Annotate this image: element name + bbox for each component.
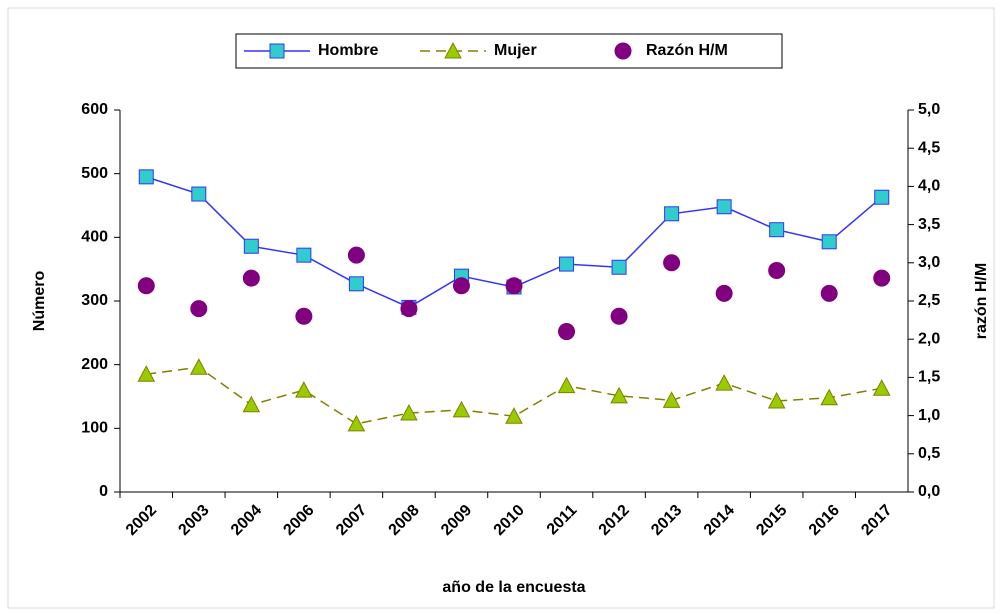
point [611,259,627,275]
point [452,400,471,418]
y2-tick-label: 2,5 [918,292,940,309]
point [191,186,207,202]
x-tick-label: 2016 [806,502,843,539]
point [243,238,259,254]
point [505,407,523,424]
point [610,307,628,325]
y-tick-label: 600 [81,101,108,118]
x-tick-label: 2006 [280,502,317,539]
x-tick-label: 2014 [701,502,738,539]
point [767,391,786,409]
frame [7,7,995,609]
x-tick-label: 2002 [123,502,160,539]
y2-tick-label: 2,0 [918,330,940,347]
point [189,358,208,375]
point [663,254,681,272]
point [662,391,681,408]
point [137,365,156,382]
legend-label: Mujer [494,42,537,59]
legend-label: Hombre [318,42,379,59]
legend-marker [444,41,462,59]
x-tick-label: 2003 [175,502,212,539]
point [452,277,470,295]
y-tick-label: 400 [81,229,108,246]
point [347,246,365,264]
x-tick-label: 2004 [228,502,265,539]
y-tick-label: 0 [99,483,108,500]
y2-tick-label: 0,0 [918,483,940,500]
y-tick-label: 200 [81,356,108,373]
y2-tick-label: 4,5 [918,139,940,156]
y2-tick-label: 3,5 [918,216,940,233]
x-axis-label: año de la encuesta [442,579,585,596]
x-tick-label: 2015 [753,502,790,539]
point [820,284,838,302]
point [715,374,733,391]
x-tick-label: 2009 [438,502,475,539]
legend-marker [614,42,632,60]
x-tick-label: 2007 [333,502,370,539]
point [610,386,628,404]
point [716,199,732,215]
point [400,403,418,421]
point [296,247,312,263]
y2-tick-label: 5,0 [918,101,940,118]
point [559,256,575,272]
point [821,234,837,250]
point [557,376,576,394]
legend-marker [269,43,285,59]
legend-box [235,33,783,69]
point [190,300,208,318]
point [137,277,155,295]
y-axis-label: Número [31,271,48,332]
point [768,261,786,279]
point [242,269,260,287]
point [820,388,839,406]
point [348,276,364,292]
point [874,189,890,205]
point [715,284,733,302]
x-tick-label: 2008 [386,502,423,539]
y2-tick-label: 1,5 [918,369,940,386]
y2-tick-label: 1,0 [918,407,940,424]
x-tick-label: 2010 [491,502,528,539]
point [505,277,523,295]
point [769,222,785,238]
y2-tick-label: 4,0 [918,178,940,195]
point [295,381,313,398]
point [138,169,154,185]
y-tick-label: 100 [81,420,108,437]
point [873,269,891,287]
point [295,307,313,325]
x-tick-label: 2017 [858,502,895,539]
y2-axis-label: razón H/M [973,263,990,339]
point [664,206,680,222]
y-tick-label: 500 [81,165,108,182]
y2-tick-label: 0,5 [918,445,940,462]
y2-tick-label: 3,0 [918,254,940,271]
point [400,300,418,318]
x-tick-label: 2011 [544,502,581,539]
point [872,379,891,396]
x-tick-label: 2012 [596,502,633,539]
point [558,323,576,341]
y-tick-label: 300 [81,292,108,309]
legend-label: Razón H/M [646,42,728,59]
point [242,395,261,413]
point [347,414,366,432]
x-tick-label: 2013 [648,502,685,539]
